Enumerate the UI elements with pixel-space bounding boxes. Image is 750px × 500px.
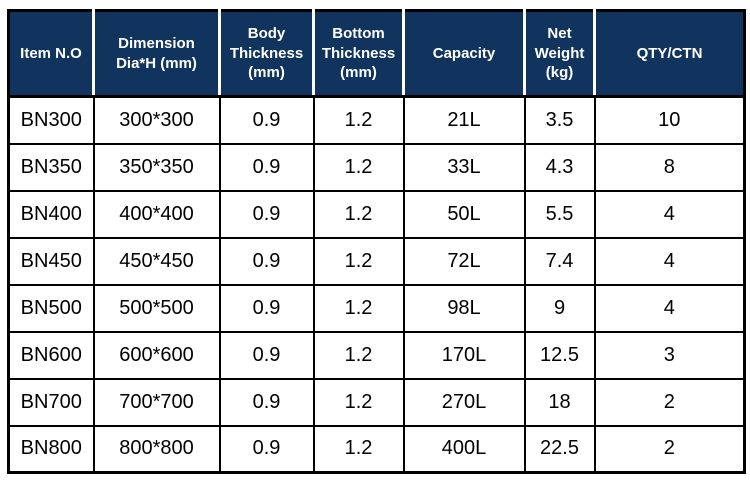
header-dimension: Dimension Dia*H (mm) [93, 10, 221, 98]
cell-qty-ctn: 3 [593, 330, 746, 380]
cell-dimension: 800*800 [92, 424, 221, 474]
table-row: BN450 450*450 0.9 1.2 72L 7.4 4 [7, 236, 746, 286]
cell-capacity: 400L [402, 424, 526, 474]
header-capacity: Capacity [403, 10, 526, 98]
cell-bottom-thickness: 1.2 [312, 283, 405, 333]
cell-item-no: BN400 [7, 189, 95, 239]
header-item-no: Item N.O [8, 10, 95, 98]
cell-capacity: 21L [402, 95, 526, 145]
table-row: BN700 700*700 0.9 1.2 270L 18 2 [7, 377, 746, 427]
cell-item-no: BN300 [7, 95, 95, 145]
table-header-row: Item N.O Dimension Dia*H (mm) Body Thick… [8, 10, 746, 98]
cell-body-thickness: 0.9 [218, 142, 315, 192]
cell-qty-ctn: 2 [593, 424, 746, 474]
cell-qty-ctn: 4 [593, 236, 746, 286]
cell-qty-ctn: 8 [593, 142, 746, 192]
cell-qty-ctn: 4 [593, 189, 746, 239]
cell-dimension: 400*400 [92, 189, 221, 239]
cell-bottom-thickness: 1.2 [312, 236, 405, 286]
table-row: BN500 500*500 0.9 1.2 98L 9 4 [7, 283, 746, 333]
cell-capacity: 72L [402, 236, 526, 286]
cell-item-no: BN800 [7, 424, 95, 474]
table-row: BN400 400*400 0.9 1.2 50L 5.5 4 [7, 189, 746, 239]
cell-capacity: 50L [402, 189, 526, 239]
cell-dimension: 300*300 [92, 95, 221, 145]
cell-item-no: BN350 [7, 142, 95, 192]
cell-net-weight: 18 [523, 377, 596, 427]
cell-qty-ctn: 2 [593, 377, 746, 427]
cell-net-weight: 12.5 [523, 330, 596, 380]
cell-bottom-thickness: 1.2 [312, 330, 405, 380]
cell-item-no: BN500 [7, 283, 95, 333]
cell-net-weight: 9 [523, 283, 596, 333]
header-body-thickness: Body Thickness (mm) [219, 10, 315, 98]
table-row: BN800 800*800 0.9 1.2 400L 22.5 2 [7, 424, 746, 474]
product-spec-table-wrap: Item N.O Dimension Dia*H (mm) Body Thick… [7, 9, 746, 474]
cell-capacity: 170L [402, 330, 526, 380]
table-body: BN300 300*300 0.9 1.2 21L 3.5 10 BN350 3… [7, 95, 746, 474]
cell-dimension: 450*450 [92, 236, 221, 286]
cell-net-weight: 22.5 [523, 424, 596, 474]
cell-net-weight: 5.5 [523, 189, 596, 239]
header-net-weight: Net Weight (kg) [524, 10, 596, 98]
cell-capacity: 270L [402, 377, 526, 427]
cell-body-thickness: 0.9 [218, 424, 315, 474]
cell-qty-ctn: 10 [593, 95, 746, 145]
cell-body-thickness: 0.9 [218, 377, 315, 427]
cell-bottom-thickness: 1.2 [312, 189, 405, 239]
product-spec-table: Item N.O Dimension Dia*H (mm) Body Thick… [7, 9, 746, 474]
header-bottom-thickness: Bottom Thickness (mm) [313, 10, 405, 98]
cell-dimension: 700*700 [92, 377, 221, 427]
cell-body-thickness: 0.9 [218, 330, 315, 380]
cell-qty-ctn: 4 [593, 283, 746, 333]
cell-item-no: BN700 [7, 377, 95, 427]
cell-dimension: 500*500 [92, 283, 221, 333]
cell-body-thickness: 0.9 [218, 95, 315, 145]
cell-capacity: 33L [402, 142, 526, 192]
cell-body-thickness: 0.9 [218, 283, 315, 333]
cell-bottom-thickness: 1.2 [312, 424, 405, 474]
cell-bottom-thickness: 1.2 [312, 95, 405, 145]
cell-body-thickness: 0.9 [218, 236, 315, 286]
cell-capacity: 98L [402, 283, 526, 333]
cell-item-no: BN450 [7, 236, 95, 286]
cell-bottom-thickness: 1.2 [312, 142, 405, 192]
cell-net-weight: 3.5 [523, 95, 596, 145]
cell-dimension: 600*600 [92, 330, 221, 380]
cell-body-thickness: 0.9 [218, 189, 315, 239]
table-row: BN300 300*300 0.9 1.2 21L 3.5 10 [7, 95, 746, 145]
cell-dimension: 350*350 [92, 142, 221, 192]
table-row: BN350 350*350 0.9 1.2 33L 4.3 8 [7, 142, 746, 192]
cell-net-weight: 4.3 [523, 142, 596, 192]
cell-net-weight: 7.4 [523, 236, 596, 286]
table-row: BN600 600*600 0.9 1.2 170L 12.5 3 [7, 330, 746, 380]
header-qty-ctn: QTY/CTN [594, 10, 746, 98]
cell-item-no: BN600 [7, 330, 95, 380]
cell-bottom-thickness: 1.2 [312, 377, 405, 427]
